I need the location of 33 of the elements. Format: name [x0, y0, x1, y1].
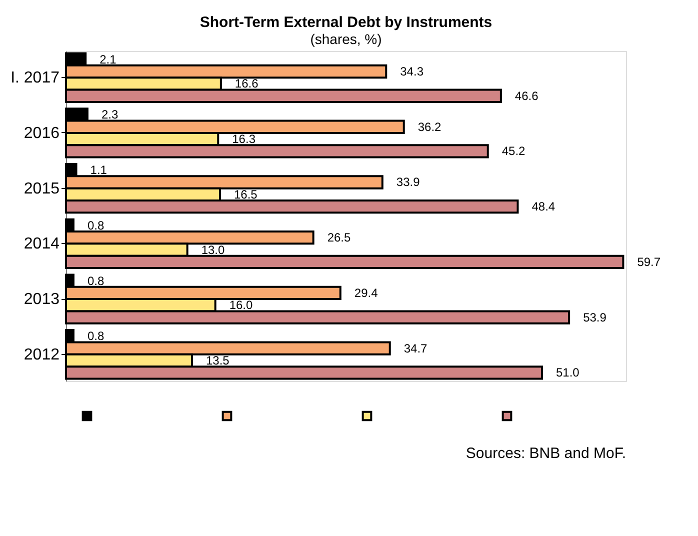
- y-tick-label: I. 2017: [10, 70, 60, 87]
- data-label: 2.3: [101, 108, 118, 122]
- data-label: 59.7: [637, 254, 661, 269]
- data-label: 34.3: [400, 64, 424, 78]
- y-tick-label: 2013: [24, 291, 60, 308]
- y-tick-label: 2015: [24, 180, 60, 198]
- data-label: 46.6: [514, 88, 539, 103]
- chart-title: Short-Term External Debt by Instruments: [200, 14, 492, 31]
- data-label: 16.0: [229, 298, 254, 312]
- data-label: 0.8: [87, 274, 104, 288]
- data-label: 1.1: [90, 163, 108, 178]
- data-label: 16.6: [234, 76, 259, 91]
- data-label: 13.5: [206, 354, 230, 368]
- data-label: 0.8: [87, 218, 104, 232]
- data-label: 13.0: [201, 242, 226, 257]
- data-label: 0.8: [87, 329, 104, 344]
- data-label: 2.1: [100, 52, 117, 66]
- chart-subtitle: (shares, %): [310, 31, 382, 47]
- data-label: 33.9: [396, 175, 420, 190]
- data-label: 53.9: [583, 310, 607, 324]
- data-label: 26.5: [327, 230, 352, 245]
- data-label: 16.3: [232, 132, 256, 146]
- data-label: 51.0: [556, 366, 580, 380]
- data-label: 29.4: [354, 286, 378, 300]
- source-note: Sources: BNB and MoF.: [466, 445, 626, 462]
- y-tick-label: 2016: [24, 124, 60, 142]
- data-label: 34.7: [404, 341, 428, 356]
- data-label: 45.2: [502, 144, 526, 158]
- data-label: 48.4: [532, 200, 556, 214]
- y-tick-label: 2012: [24, 346, 60, 364]
- data-label: 16.5: [234, 187, 258, 202]
- y-tick-label: 2014: [24, 236, 60, 253]
- data-label: 36.2: [418, 120, 442, 134]
